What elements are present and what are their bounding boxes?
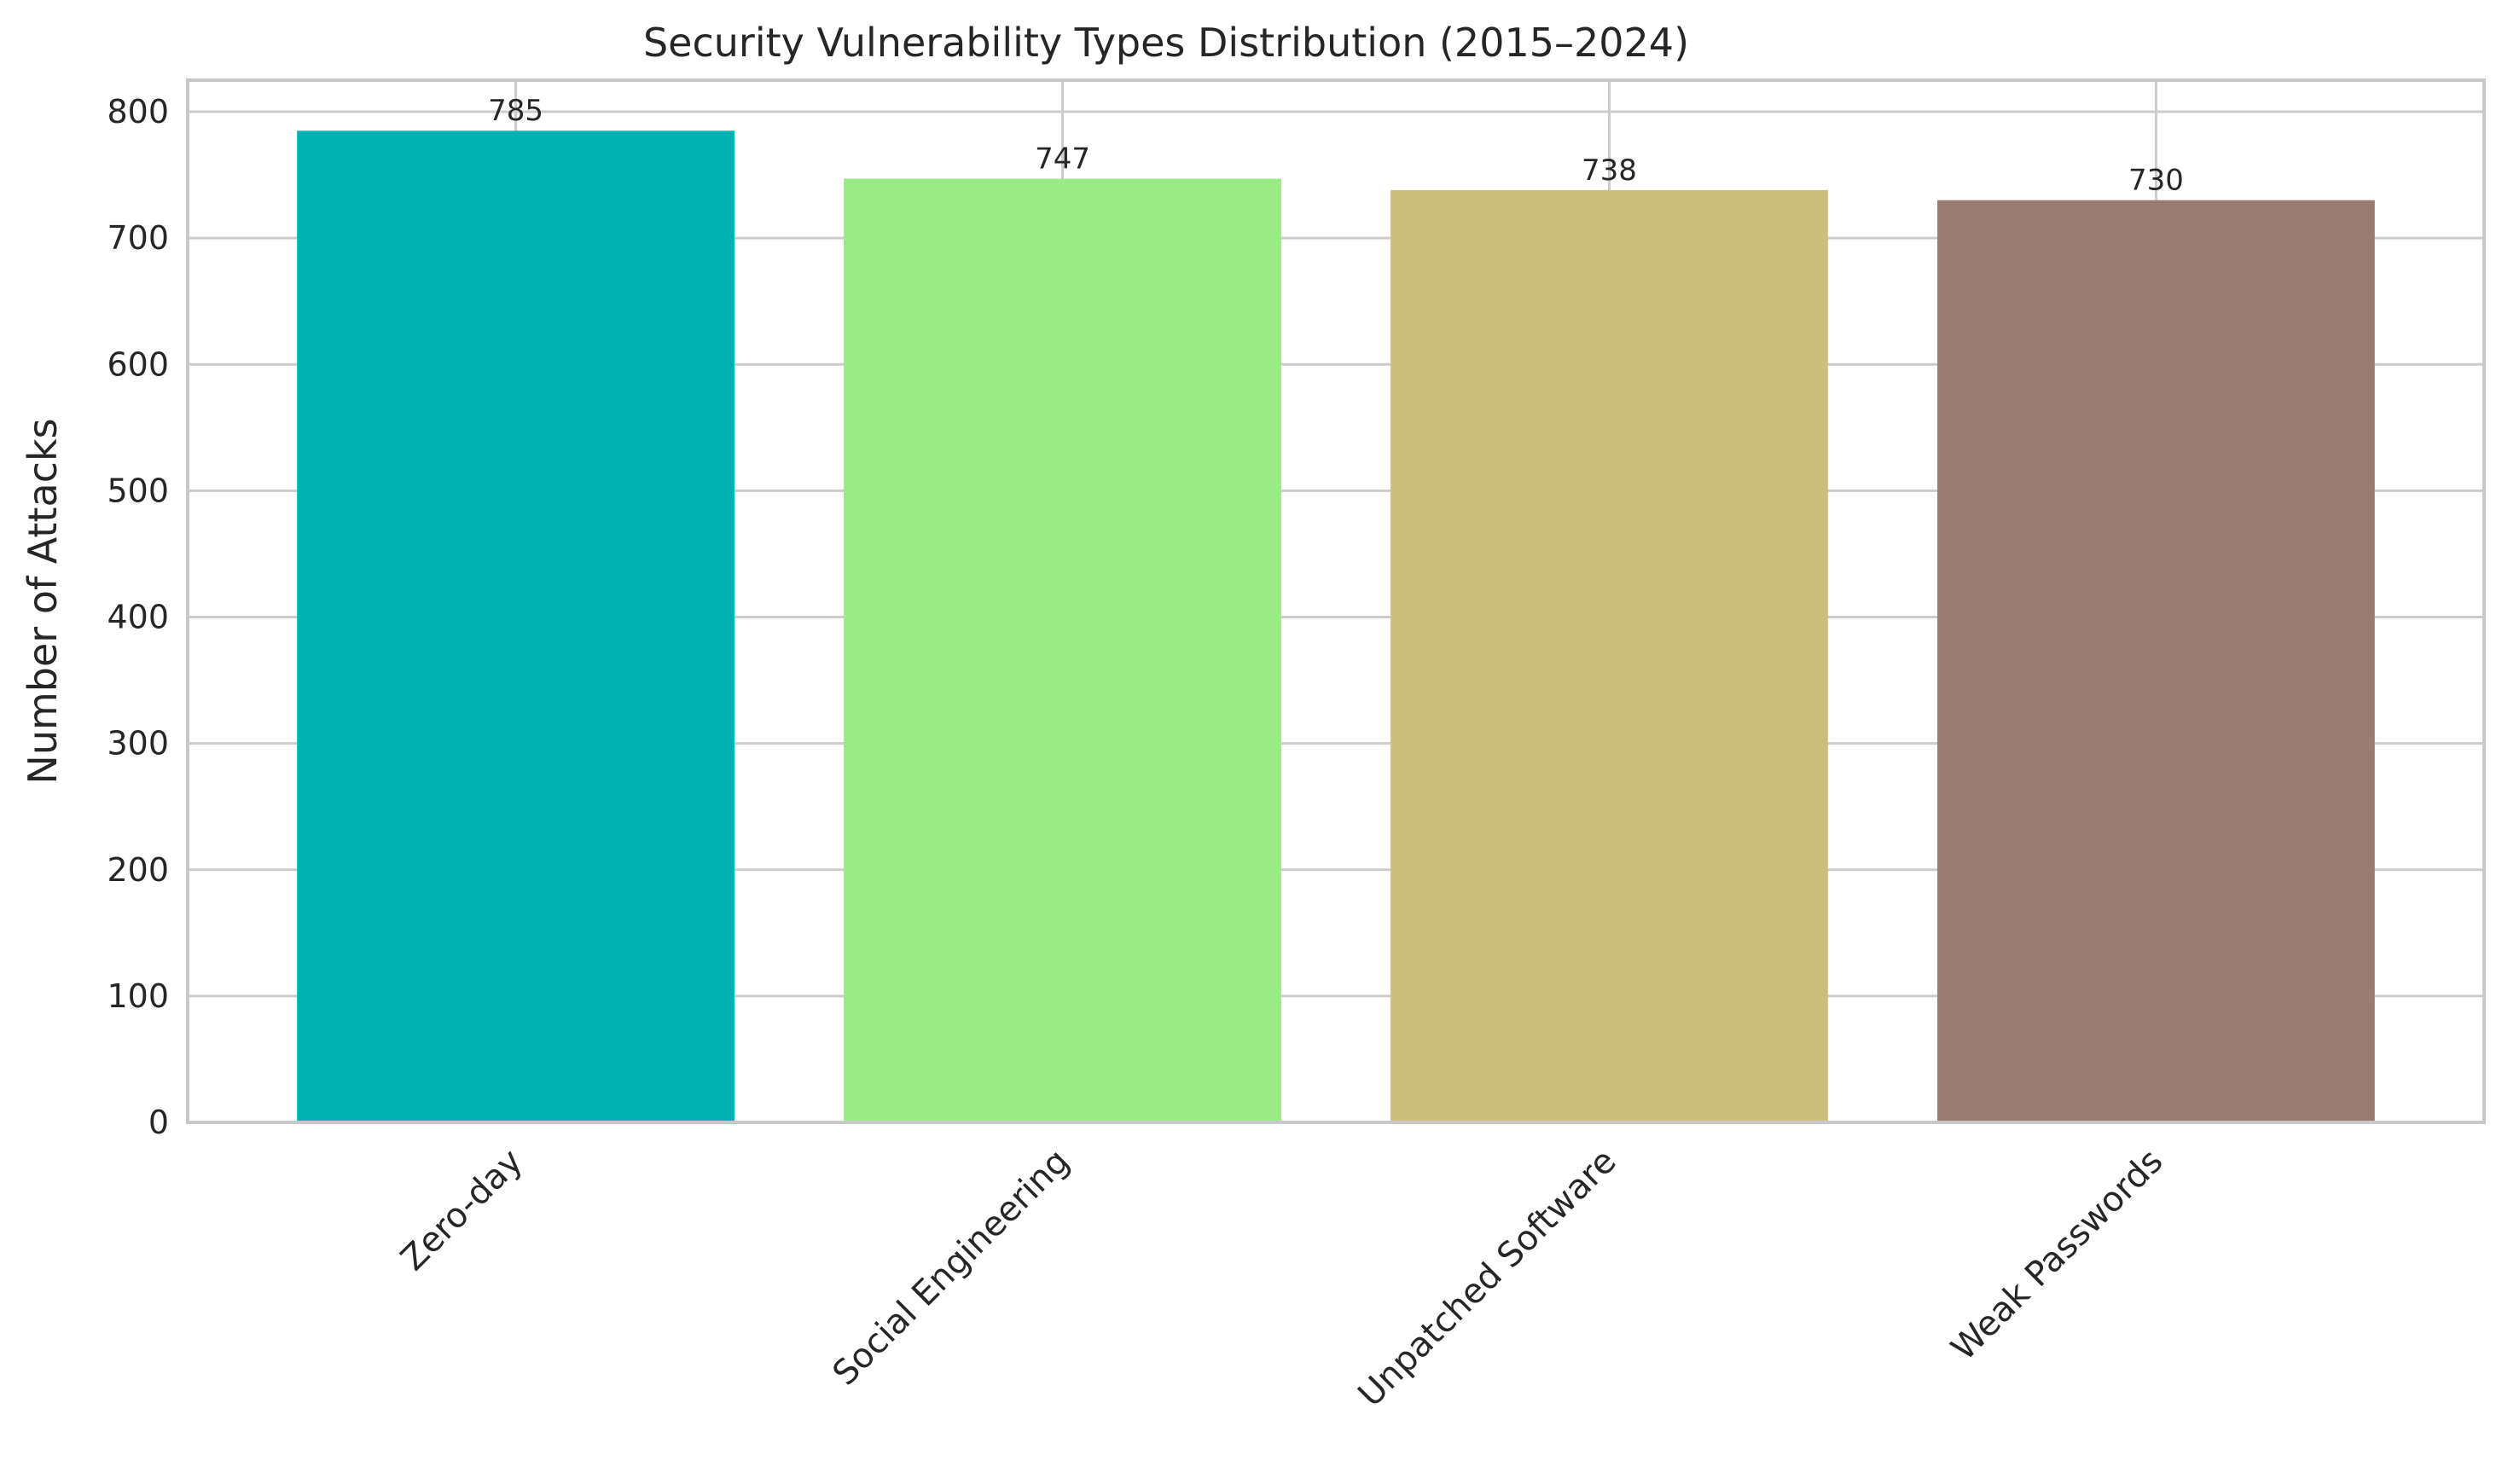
bar [844, 178, 1281, 1122]
y-tick-label: 100 [107, 977, 169, 1015]
y-tick-label: 700 [107, 219, 169, 257]
y-tick-label: 600 [107, 345, 169, 383]
y-tick-label: 300 [107, 725, 169, 762]
y-axis-ticks: 0 100 200 300 400 500 600 700 800 [107, 93, 169, 1141]
bar [1937, 200, 2375, 1123]
y-tick-label: 800 [107, 93, 169, 130]
data-label: 747 [1035, 142, 1090, 177]
x-tick-label: Unpatched Software [1351, 1142, 1624, 1415]
y-tick-label: 500 [107, 472, 169, 509]
data-label: 785 [488, 94, 543, 128]
data-label: 738 [1582, 154, 1637, 188]
y-axis-title: Number of Attacks [20, 418, 66, 784]
bar [297, 130, 734, 1122]
y-tick-label: 0 [148, 1104, 169, 1141]
bar [1390, 189, 1828, 1122]
y-tick-label: 200 [107, 851, 169, 889]
plot-frame [186, 78, 2486, 1124]
data-labels: 785 747 738 730 [488, 94, 2184, 197]
x-tick-label: Weak Passwords [1944, 1142, 2171, 1369]
data-label: 730 [2128, 164, 2184, 198]
x-axis-categories: Zero-day Social Engineering Unpatched Soft… [393, 1142, 2170, 1415]
bars [297, 130, 2375, 1123]
x-tick-label: Zero-day [393, 1142, 530, 1278]
y-tick-label: 400 [107, 599, 169, 636]
chart-title: Security Vulnerability Types Distributio… [643, 20, 1689, 66]
x-tick-label: Social Engineering [826, 1142, 1077, 1394]
